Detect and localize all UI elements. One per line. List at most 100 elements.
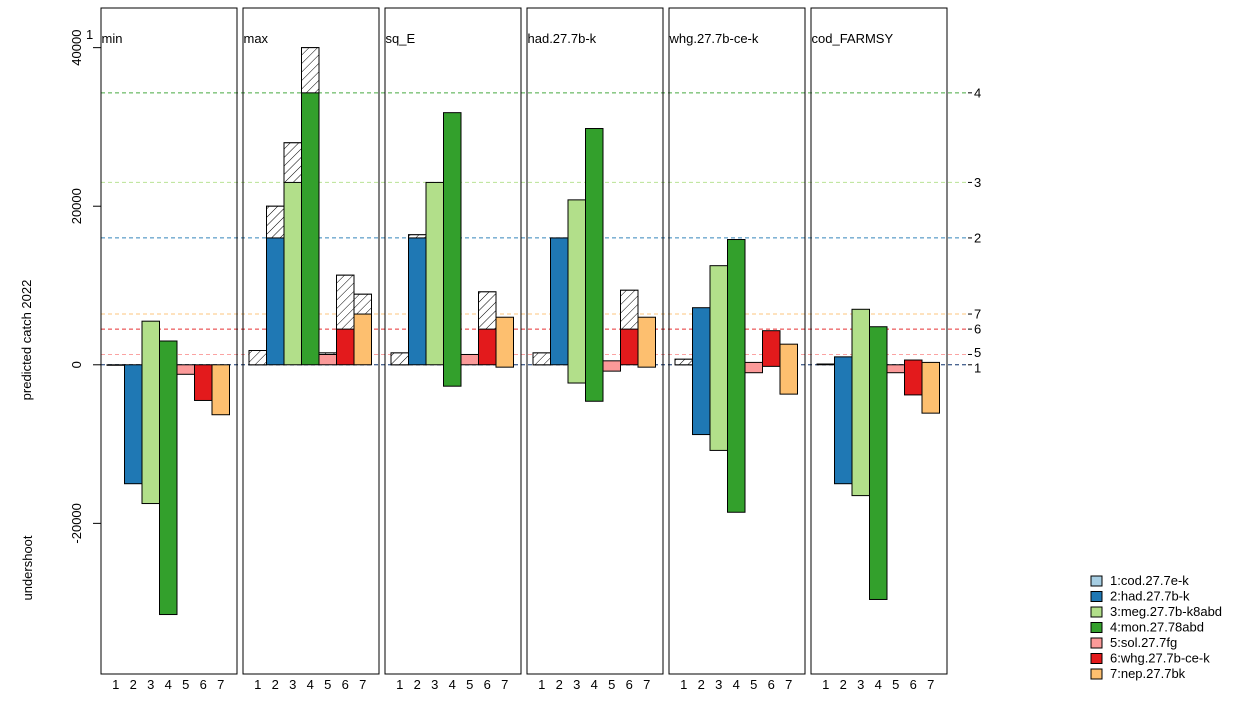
x-tick-label: 4 <box>875 677 882 692</box>
legend-label: 7:nep.27.7bk <box>1110 666 1186 681</box>
panel: whg.27.7b-ce-k 1 2 3 4 5 6 7 <box>668 7 806 692</box>
bar-4 <box>443 112 462 387</box>
x-tick-label: 3 <box>573 677 580 692</box>
panel-frame <box>810 7 948 675</box>
panel: sq_E 1 2 3 4 5 6 7 <box>384 7 522 692</box>
panel: max 1 2 3 4 5 6 7 <box>242 7 380 692</box>
panel-title: sq_E <box>386 31 416 46</box>
x-tick-label: 5 <box>750 677 757 692</box>
legend-label: 5:sol.27.7fg <box>1110 635 1177 650</box>
x-tick-label: 6 <box>484 677 491 692</box>
bar-5 <box>886 364 905 374</box>
x-tick-label: 6 <box>768 677 775 692</box>
tac-line-label: 2 <box>974 230 981 245</box>
overshoot-hatch <box>620 289 639 330</box>
panel: cod_FARMSY 1 2 3 4 5 6 7 <box>810 7 948 692</box>
overshoot-hatch <box>408 234 427 239</box>
legend-label: 2:had.27.7b-k <box>1110 589 1190 604</box>
x-tick-label: 5 <box>324 677 331 692</box>
tac-line-label: 6 <box>974 322 981 337</box>
corner-label: 1 <box>86 27 93 42</box>
x-tick-label: 1 <box>396 677 403 692</box>
x-tick-label: 1 <box>112 677 119 692</box>
bar-7 <box>637 316 656 368</box>
x-tick-label: 7 <box>643 677 650 692</box>
tac-line-label: 3 <box>974 175 981 190</box>
x-tick-label: 6 <box>200 677 207 692</box>
y-axis-label-lower: undershoot <box>20 535 35 600</box>
x-tick-label: 6 <box>910 677 917 692</box>
bar-4 <box>727 239 746 513</box>
x-tick-label: 4 <box>449 677 456 692</box>
bar-1 <box>816 363 835 366</box>
overshoot-hatch <box>353 293 372 315</box>
x-tick-label: 4 <box>591 677 598 692</box>
panel-frame <box>384 7 522 675</box>
bar-6 <box>194 364 213 401</box>
legend-swatch <box>1090 606 1103 618</box>
y-tick-label: -20000 <box>69 503 84 543</box>
x-tick-label: 5 <box>608 677 615 692</box>
tac-reference-lines <box>101 92 968 366</box>
overshoot-hatch <box>301 47 320 94</box>
panel: min 1 2 3 4 5 6 7 <box>100 7 238 692</box>
overshoot-hatch <box>266 205 285 239</box>
overshoot-hatch <box>318 352 337 355</box>
bar-4 <box>585 128 604 402</box>
bar-5 <box>176 364 195 375</box>
panel-frame <box>668 7 806 675</box>
x-tick-label: 1 <box>822 677 829 692</box>
x-tick-label: 3 <box>857 677 864 692</box>
x-tick-label: 3 <box>289 677 296 692</box>
bar-2 <box>550 237 569 366</box>
tac-line-labels: 4 3 2 76 51 <box>968 85 981 375</box>
y-tick-label: 20000 <box>69 188 84 224</box>
legend: 1:cod.27.7e-k2:had.27.7b-k3:meg.27.7b-k8… <box>1090 573 1222 681</box>
bar-7 <box>921 361 940 414</box>
overshoot-hatch <box>478 291 497 330</box>
x-tick-label: 7 <box>359 677 366 692</box>
overshoot-hatch <box>336 274 355 330</box>
x-tick-label: 4 <box>733 677 740 692</box>
legend-label: 4:mon.27.78abd <box>1110 620 1204 635</box>
legend-swatch <box>1090 637 1103 649</box>
bar-5 <box>602 360 621 372</box>
x-tick-label: 2 <box>272 677 279 692</box>
x-tick-label: 5 <box>892 677 899 692</box>
bar-2 <box>834 356 853 485</box>
tac-line-label: 5 <box>974 345 981 360</box>
bar-3 <box>567 199 586 384</box>
x-tick-label: 2 <box>556 677 563 692</box>
legend-label: 1:cod.27.7e-k <box>1110 573 1189 588</box>
y-tick-label: 0 <box>69 361 84 368</box>
x-tick-label: 7 <box>927 677 934 692</box>
panel-title: whg.27.7b-ce-k <box>669 31 759 46</box>
overshoot-hatch <box>283 142 302 183</box>
tac-line-label: 1 <box>974 360 981 375</box>
x-tick-label: 5 <box>466 677 473 692</box>
x-tick-label: 3 <box>147 677 154 692</box>
legend-swatch <box>1090 622 1103 633</box>
bar-3 <box>141 320 160 505</box>
tac-line-label: 7 <box>974 307 981 322</box>
overshoot-hatch <box>532 352 551 366</box>
x-tick-label: 3 <box>431 677 438 692</box>
overshoot-hatch <box>674 358 693 366</box>
x-tick-label: 4 <box>307 677 314 692</box>
panel-frame <box>242 7 380 675</box>
panel-title: had.27.7b-k <box>528 31 597 46</box>
bar-4 <box>869 326 888 600</box>
bar-6 <box>762 330 781 367</box>
x-tick-label: 1 <box>538 677 545 692</box>
x-tick-label: 7 <box>217 677 224 692</box>
bar-3 <box>709 265 728 451</box>
panel-title: min <box>102 31 123 46</box>
x-tick-label: 5 <box>182 677 189 692</box>
panel-frame <box>526 7 664 675</box>
overshoot-hatch <box>248 350 267 366</box>
x-tick-label: 7 <box>501 677 508 692</box>
bar-3 <box>851 308 870 497</box>
bar-6 <box>904 359 923 396</box>
